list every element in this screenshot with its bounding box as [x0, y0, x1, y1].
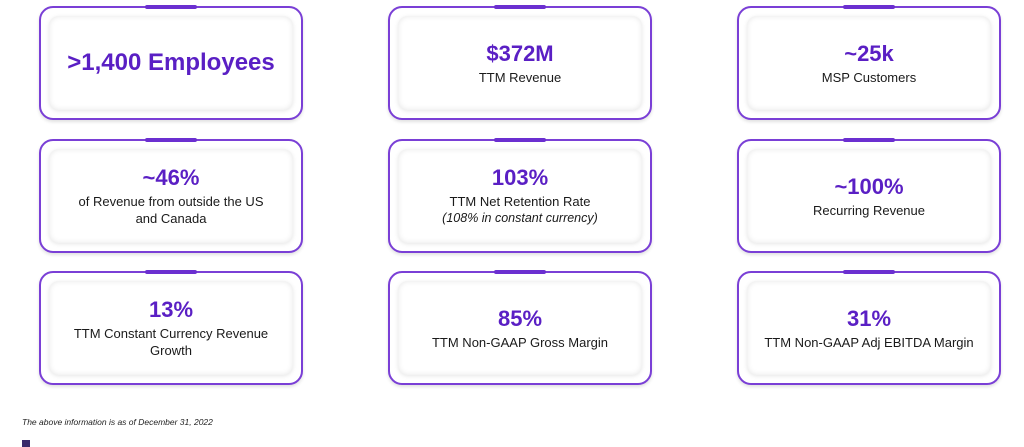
metric-card-employees: >1,400 Employees — [39, 5, 303, 120]
metric-value: ~100% — [834, 173, 904, 199]
metric-card-net-retention: 103% TTM Net Retention Rate (108% in con… — [388, 138, 652, 253]
metric-card-gross-margin: 85% TTM Non-GAAP Gross Margin — [388, 270, 652, 385]
metric-label: MSP Customers — [821, 69, 917, 85]
metric-label: TTM Net Retention Rate — [449, 194, 591, 209]
metric-card-ebitda-margin: 31% TTM Non-GAAP Adj EBITDA Margin — [737, 270, 1001, 385]
metric-card-inner: 13% TTM Constant Currency Revenue Growth — [49, 281, 293, 375]
metric-card-inner: ~46% of Revenue from outside the US and … — [49, 149, 293, 243]
metric-label: TTM Revenue — [478, 69, 562, 85]
metric-card-inner: $372M TTM Revenue — [398, 16, 642, 110]
metric-label: Recurring Revenue — [812, 202, 925, 218]
metric-card-revenue-growth: 13% TTM Constant Currency Revenue Growth — [39, 270, 303, 385]
metric-card-inner: >1,400 Employees — [49, 16, 293, 110]
metric-card-inner: ~100% Recurring Revenue — [747, 149, 991, 243]
metric-card-msp-customers: ~25k MSP Customers — [737, 5, 1001, 120]
metric-value: 31% — [846, 305, 892, 331]
metric-label: TTM Constant Currency Revenue Growth — [73, 326, 269, 358]
metric-value: 85% — [497, 305, 543, 331]
metric-card-recurring-revenue: ~100% Recurring Revenue — [737, 138, 1001, 253]
metric-value: >1,400 Employees — [67, 49, 275, 76]
metric-card-inner: 103% TTM Net Retention Rate (108% in con… — [398, 149, 642, 243]
metric-card-inner: 85% TTM Non-GAAP Gross Margin — [398, 281, 642, 375]
metric-card-ttm-revenue: $372M TTM Revenue — [388, 5, 652, 120]
metric-label: of Revenue from outside the US and Canad… — [78, 194, 264, 226]
metric-value: 13% — [148, 297, 194, 322]
metric-sublabel: (108% in constant currency) — [442, 211, 598, 225]
footnote: The above information is as of December … — [22, 417, 213, 427]
metric-value: ~25k — [844, 40, 894, 66]
metric-label: TTM Non-GAAP Adj EBITDA Margin — [764, 334, 974, 350]
metric-value: 103% — [491, 165, 549, 190]
metric-card-inner: ~25k MSP Customers — [747, 16, 991, 110]
metric-card-inner: 31% TTM Non-GAAP Adj EBITDA Margin — [747, 281, 991, 375]
metric-card-international-revenue: ~46% of Revenue from outside the US and … — [39, 138, 303, 253]
metric-label: TTM Non-GAAP Gross Margin — [431, 334, 609, 350]
metric-value: $372M — [486, 40, 554, 66]
logo-mark — [22, 440, 30, 447]
metric-value: ~46% — [142, 165, 200, 190]
